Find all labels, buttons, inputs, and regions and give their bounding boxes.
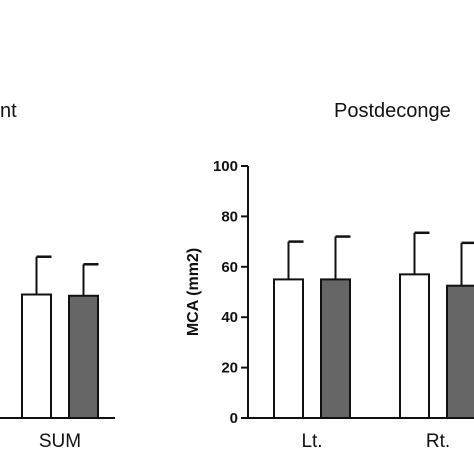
y-axis-ticks: 0 20 40 60 80 100 [213,158,248,427]
y-tick-label: 0 [230,410,238,427]
y-tick-label: 80 [221,208,238,225]
left-category-label: SUM [39,431,81,452]
right-bars-group [273,231,474,420]
y-tick-label: 100 [213,158,238,175]
left-bar-sum-s1 [68,294,99,419]
right-bar-rt-s0 [399,273,430,419]
y-tick-label: 60 [221,259,238,276]
right-bar-lt-s0 [273,278,304,419]
y-axis-label: MCA (mm2) [185,248,202,336]
left-chart-title: nt [0,100,17,122]
right-category-labels: Lt. Rt. [301,431,450,452]
left-bars-group [21,255,99,419]
right-chart-title: Postdeconge [334,100,451,122]
right-bar-rt-s1 [446,284,474,420]
left-category-labels: SUM [39,431,81,452]
y-tick-label: 20 [221,360,238,377]
left-bar-sum-s0 [21,293,52,419]
right-category-label: Rt. [426,431,450,452]
right-chart-panel: Postdeconge MCA (mm2) 0 20 40 60 80 100 Lt. Rt… [185,100,474,452]
right-category-label: Lt. [301,431,322,452]
y-tick-label: 40 [221,309,238,326]
left-chart-panel: nt SUM [0,100,115,452]
right-bar-lt-s1 [320,278,351,419]
